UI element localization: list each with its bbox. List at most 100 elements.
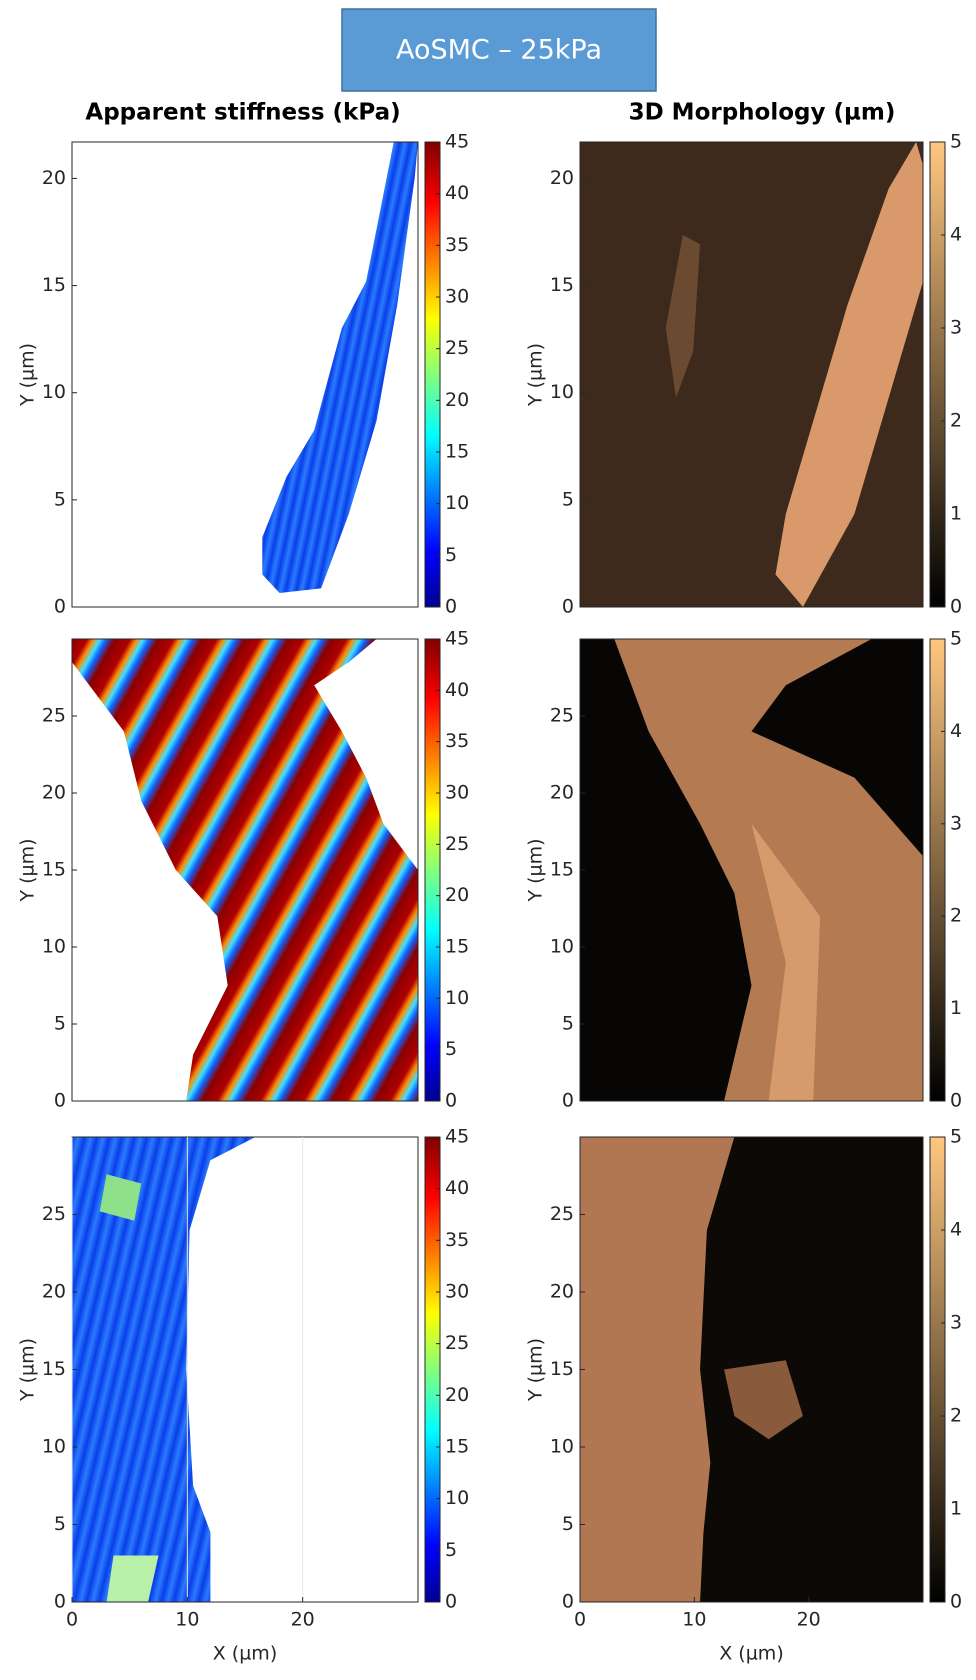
y-tick-label: 0 xyxy=(562,1591,574,1613)
y-tick-label: 5 xyxy=(54,1013,66,1035)
colorbar-tick-label: 30 xyxy=(445,782,469,804)
colorbar-tick-label: 35 xyxy=(445,1229,469,1251)
x-tick-label: 10 xyxy=(682,1609,706,1631)
y-tick-label: 0 xyxy=(562,1090,574,1112)
y-tick-label: 20 xyxy=(550,782,574,804)
colorbar-tick-label: 5 xyxy=(950,1126,962,1148)
colorbar-tick-label: 2 xyxy=(950,410,962,432)
map-region xyxy=(99,1174,142,1221)
y-tick-label: 0 xyxy=(54,1090,66,1112)
colorbar xyxy=(424,638,441,1102)
y-tick-label: 25 xyxy=(550,705,574,727)
y-tick-label: 5 xyxy=(562,1013,574,1035)
x-tick-label: 10 xyxy=(175,1609,199,1631)
colorbar-tick-label: 0 xyxy=(950,1591,962,1613)
colorbar-tick-label: 25 xyxy=(445,833,469,855)
y-tick-label: 20 xyxy=(42,782,66,804)
colorbar-tick-label: 4 xyxy=(950,224,962,246)
colorbar-tick-label: 0 xyxy=(445,596,457,618)
title-box xyxy=(341,8,657,92)
colorbar-tick-label: 25 xyxy=(445,1332,469,1354)
y-tick-label: 10 xyxy=(42,381,66,403)
colorbar-tick-label: 1 xyxy=(950,503,962,525)
colorbar-tick-label: 25 xyxy=(445,337,469,359)
colorbar-tick-label: 0 xyxy=(950,596,962,618)
colorbar-tick-label: 5 xyxy=(445,1539,457,1561)
colorbar-tick-label: 10 xyxy=(445,1487,469,1509)
axes-frame xyxy=(579,141,924,608)
map-region xyxy=(580,1137,735,1602)
colorbar-tick-label: 0 xyxy=(950,1090,962,1112)
colorbar-tick-label: 20 xyxy=(445,1384,469,1406)
colorbar-tick-label: 3 xyxy=(950,317,962,339)
colorbar-tick-label: 5 xyxy=(445,544,457,566)
y-tick-label: 15 xyxy=(42,1358,66,1380)
colorbar-tick-label: 3 xyxy=(950,1312,962,1334)
colorbar-tick-label: 45 xyxy=(445,628,469,650)
colorbar-tick-label: 1 xyxy=(950,997,962,1019)
y-tick-label: 20 xyxy=(550,1281,574,1303)
y-tick-label: 20 xyxy=(42,1281,66,1303)
y-tick-label: 5 xyxy=(54,488,66,510)
colorbar-tick-label: 4 xyxy=(950,1219,962,1241)
map-region xyxy=(775,142,923,607)
y-axis-label: Y (µm) xyxy=(525,838,547,902)
colorbar-tick-label: 4 xyxy=(950,720,962,742)
y-tick-label: 25 xyxy=(550,1203,574,1225)
colorbar-tick-label: 0 xyxy=(445,1591,457,1613)
colorbar-tick-label: 40 xyxy=(445,679,469,701)
axes-frame xyxy=(71,141,419,608)
colorbar-tick-label: 5 xyxy=(950,131,962,153)
colorbar-tick-label: 2 xyxy=(950,905,962,927)
column-title: 3D Morphology (µm) xyxy=(629,100,896,126)
x-axis-label: X (µm) xyxy=(213,1643,277,1665)
colorbar-tick-label: 2 xyxy=(950,1405,962,1427)
y-tick-label: 20 xyxy=(550,167,574,189)
colorbar xyxy=(929,141,946,608)
map-region xyxy=(665,235,701,398)
y-tick-label: 5 xyxy=(562,488,574,510)
colorbar xyxy=(929,638,946,1102)
y-tick-label: 25 xyxy=(42,1203,66,1225)
colorbar-tick-label: 10 xyxy=(445,492,469,514)
y-tick-label: 0 xyxy=(562,596,574,618)
colorbar-tick-label: 5 xyxy=(950,628,962,650)
y-tick-label: 15 xyxy=(42,274,66,296)
colorbar-tick-label: 10 xyxy=(445,987,469,1009)
column-title: Apparent stiffness (kPa) xyxy=(85,100,400,126)
y-tick-label: 10 xyxy=(42,936,66,958)
colorbar-tick-label: 40 xyxy=(445,1177,469,1199)
y-tick-label: 15 xyxy=(550,859,574,881)
y-tick-label: 5 xyxy=(54,1513,66,1535)
colorbar-tick-label: 1 xyxy=(950,1498,962,1520)
colorbar-tick-label: 15 xyxy=(445,1436,469,1458)
y-tick-label: 10 xyxy=(550,381,574,403)
figure-title: AoSMC – 25kPa xyxy=(396,35,602,66)
x-axis-label: X (µm) xyxy=(719,1643,783,1665)
map-region xyxy=(751,823,821,1101)
map-region xyxy=(724,1360,803,1440)
colorbar-tick-label: 35 xyxy=(445,730,469,752)
y-axis-label: Y (µm) xyxy=(525,343,547,407)
colorbar-tick-label: 35 xyxy=(445,234,469,256)
y-axis-label: Y (µm) xyxy=(17,343,39,407)
y-axis-label: Y (µm) xyxy=(525,1338,547,1402)
map-region xyxy=(72,639,418,1101)
y-tick-label: 0 xyxy=(54,1591,66,1613)
colorbar-tick-label: 20 xyxy=(445,884,469,906)
colorbar-tick-label: 45 xyxy=(445,1126,469,1148)
y-tick-label: 0 xyxy=(54,596,66,618)
x-tick-label: 20 xyxy=(291,1609,315,1631)
y-tick-label: 20 xyxy=(42,167,66,189)
y-tick-label: 15 xyxy=(550,1358,574,1380)
colorbar xyxy=(424,141,441,608)
colorbar-tick-label: 30 xyxy=(445,286,469,308)
colorbar-tick-label: 5 xyxy=(445,1038,457,1060)
y-tick-label: 10 xyxy=(550,1436,574,1458)
y-tick-label: 15 xyxy=(42,859,66,881)
colorbar xyxy=(929,1136,946,1603)
x-tick-label: 20 xyxy=(797,1609,821,1631)
y-tick-label: 25 xyxy=(42,705,66,727)
map-region xyxy=(106,1555,159,1602)
